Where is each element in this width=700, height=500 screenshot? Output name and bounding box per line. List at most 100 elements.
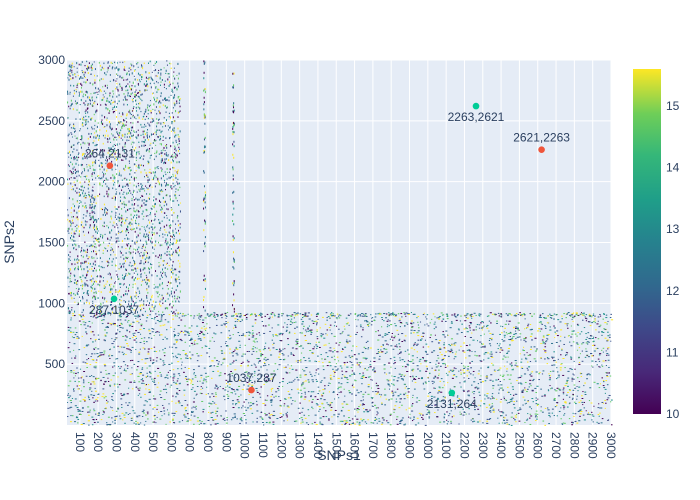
heatmap-cell [70,371,73,373]
heatmap-cell [176,392,178,394]
heatmap-cell [337,388,339,390]
heatmap-cell [500,415,502,417]
heatmap-cell [144,362,147,364]
heatmap-cell [164,252,166,255]
heatmap-cell [300,422,302,424]
heatmap-cell [449,351,451,353]
heatmap-cell [160,397,163,399]
heatmap-cell [509,339,512,341]
heatmap-cell [169,370,171,372]
heatmap-cell [475,326,478,328]
heatmap-cell [150,359,152,361]
heatmap-cell [141,368,144,370]
heatmap-cell [308,325,310,327]
heatmap-cell [481,326,484,328]
heatmap-cell [98,413,100,415]
heatmap-cell [364,314,367,316]
heatmap-cell [304,360,307,362]
heatmap-cell [451,416,453,418]
heatmap-cell [102,319,105,321]
heatmap-cell [316,346,319,348]
heatmap-cell [176,380,179,382]
heatmap-cell [211,393,214,395]
heatmap-cell [213,395,215,397]
heatmap-cell [73,66,75,68]
heatmap-cell [115,214,117,216]
heatmap-cell [422,383,424,385]
heatmap-cell [100,291,102,294]
heatmap-cell [161,276,163,278]
heatmap-cell [295,340,297,342]
heatmap-cell [345,371,348,373]
heatmap-cell [102,78,104,81]
heatmap-cell [133,106,135,108]
heatmap-cell [593,344,596,346]
heatmap-cell [166,168,168,170]
heatmap-cell [96,221,98,223]
heatmap-cell [114,67,116,70]
heatmap-cell [90,206,92,209]
heatmap-cell [548,423,550,425]
heatmap-cell [98,175,100,177]
heatmap-cell [148,365,151,367]
heatmap-cell [199,316,202,318]
heatmap-cell [275,348,278,350]
heatmap-cell [126,330,129,332]
heatmap-cell [71,133,73,135]
heatmap-cell [594,318,596,320]
heatmap-cell [235,359,238,361]
heatmap-cell [92,316,95,318]
heatmap-cell [98,137,100,139]
heatmap-cell [602,351,604,353]
heatmap-cell [321,316,324,318]
heatmap-cell [79,296,81,298]
heatmap-cell [177,85,179,88]
heatmap-cell [238,385,241,387]
heatmap-cell [591,316,593,318]
heatmap-cell [76,367,78,369]
heatmap-cell [256,357,258,359]
heatmap-cell [177,400,180,402]
heatmap-cell [602,402,605,404]
heatmap-cell [91,152,93,155]
heatmap-cell [317,393,320,395]
heatmap-cell [192,406,195,408]
heatmap-cell [521,368,524,370]
heatmap-cell [285,330,288,332]
heatmap-cell [142,380,145,382]
heatmap-cell [231,375,233,377]
heatmap-cell [302,317,304,319]
heatmap-cell [372,391,374,393]
heatmap-cell [316,380,319,382]
heatmap-cell [433,396,436,398]
heatmap-cell [77,409,80,411]
heatmap-cell [571,316,574,318]
heatmap-cell [542,370,545,372]
heatmap-cell [568,403,570,405]
heatmap-cell [527,323,530,325]
heatmap-cell [359,315,362,317]
heatmap-cell [270,401,273,403]
heatmap-cell [309,371,311,373]
heatmap-cell [605,402,607,404]
heatmap-cell [453,415,455,417]
heatmap-cell [170,248,172,250]
heatmap-cell [493,408,495,410]
heatmap-cell [225,345,228,347]
heatmap-cell [152,234,154,236]
heatmap-cell [155,131,157,133]
heatmap-cell [392,339,394,341]
heatmap-cell [116,173,118,176]
heatmap-cell [606,340,609,342]
heatmap-cell [299,374,302,376]
heatmap-cell [382,419,385,421]
heatmap-cell [226,312,229,314]
heatmap-cell [576,349,579,351]
heatmap-cell [130,350,132,352]
heatmap-cell [488,320,491,322]
heatmap-cell [177,332,179,334]
heatmap-cell [115,223,117,225]
heatmap-cell [596,347,599,349]
heatmap-cell [83,152,85,155]
heatmap-cell [511,365,513,367]
